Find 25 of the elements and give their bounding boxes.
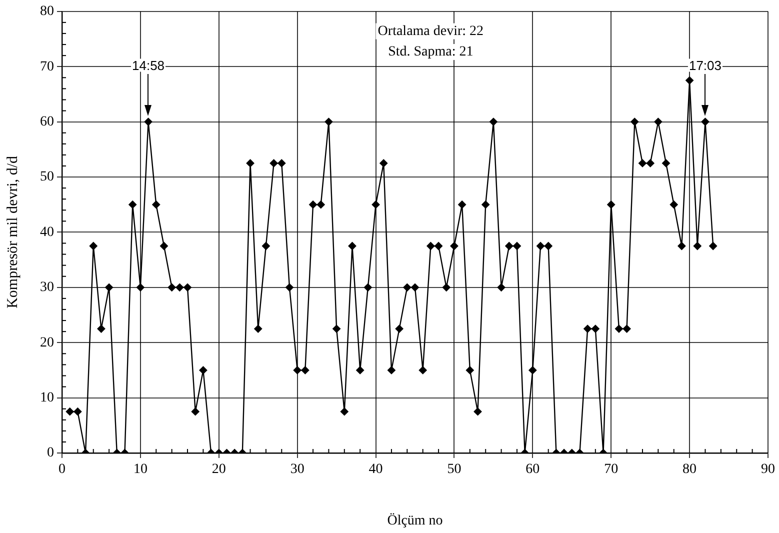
x-tick-label: 50 bbox=[447, 462, 462, 478]
y-tick-label: 40 bbox=[40, 224, 54, 240]
x-tick-label: 20 bbox=[212, 462, 226, 478]
annotation: Std. Sapma: 21 bbox=[388, 44, 474, 60]
annotation: 14:58 bbox=[132, 58, 165, 73]
y-tick-label: 0 bbox=[47, 446, 54, 461]
y-tick-label: 10 bbox=[40, 390, 54, 406]
x-tick-label: 10 bbox=[133, 462, 148, 478]
x-tick-label: 0 bbox=[58, 462, 66, 478]
x-tick-label: 30 bbox=[290, 462, 304, 478]
x-tick-label: 80 bbox=[682, 462, 697, 478]
x-tick-label: 60 bbox=[526, 462, 540, 478]
x-tick-label: 70 bbox=[604, 462, 618, 478]
y-tick-label: 60 bbox=[40, 114, 54, 130]
y-tick-label: 20 bbox=[40, 335, 54, 350]
y-tick-label: 70 bbox=[40, 59, 54, 74]
y-tick-label: 30 bbox=[40, 280, 54, 296]
annotation: Ortalama devir: 22 bbox=[378, 24, 484, 39]
y-axis-title: Kompresör mil devri, d/d bbox=[4, 155, 21, 308]
y-tick-label: 50 bbox=[40, 170, 54, 185]
x-tick-label: 90 bbox=[761, 462, 775, 478]
x-axis-title: Ölçüm no bbox=[387, 512, 443, 528]
x-tick-label: 40 bbox=[368, 462, 383, 478]
y-tick-label: 80 bbox=[40, 4, 54, 20]
annotation: 17:03 bbox=[688, 58, 722, 73]
